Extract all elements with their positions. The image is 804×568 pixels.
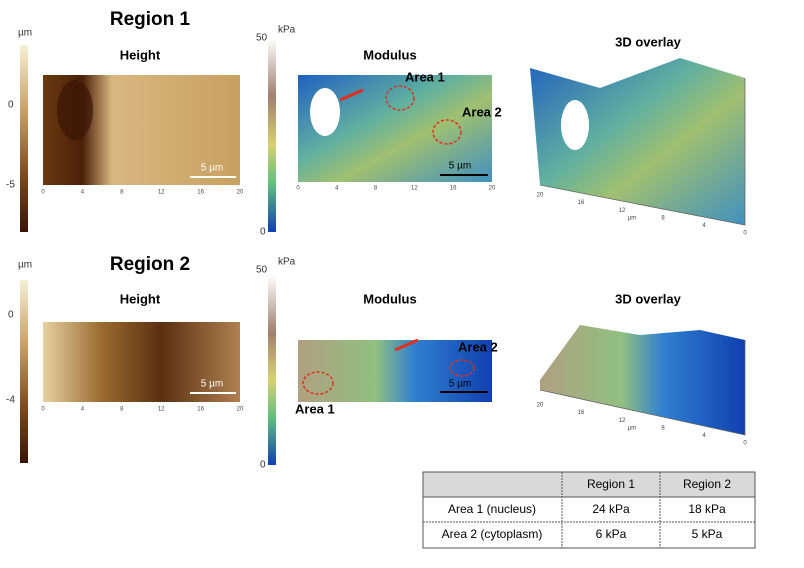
overlay-void <box>561 100 589 150</box>
axis-tick-label: 8 <box>120 407 124 413</box>
region-2: Region 2 µm 0 -4 Height 5 µm 0 4 8 12 16 20 k… <box>6 254 747 471</box>
axis-tick-label: 0 <box>41 190 45 196</box>
modulus-colorbar <box>268 275 276 465</box>
colorbar-tick: -4 <box>6 395 15 406</box>
axis-tick-label: 16 <box>197 190 204 196</box>
axis-tick-label: 16 <box>578 410 585 416</box>
axis-tick-label: 0 <box>743 441 747 447</box>
table-header: Region 1 <box>587 477 635 491</box>
colorbar-unit: kPa <box>278 25 296 36</box>
area-label: Area 1 <box>295 401 335 416</box>
overlay-axis <box>539 340 746 436</box>
arrow <box>394 338 419 352</box>
panel-title: Height <box>120 291 161 306</box>
table <box>422 471 756 549</box>
axis-tick-label: 4 <box>335 186 339 192</box>
axis-tick-label: 0 <box>41 407 45 413</box>
overlay-axis-label: µm <box>628 216 636 222</box>
overlay-surface <box>540 325 745 435</box>
axis-tick-label: 8 <box>661 215 665 221</box>
height-axis: 0 4 8 12 16 20 <box>41 190 244 196</box>
scale-bar-label: 5 µm <box>201 163 223 174</box>
axis-tick-label: 12 <box>411 186 418 192</box>
table-row-label: Area 1 (nucleus) <box>448 502 536 516</box>
scale-bar-label: 5 µm <box>449 161 471 172</box>
colorbar-tick: 50 <box>256 33 268 44</box>
axis-tick-label: 8 <box>661 425 665 431</box>
axis-tick-label: 20 <box>237 407 244 413</box>
table-cell: 18 kPa <box>688 502 726 516</box>
panel-title: Height <box>120 47 161 62</box>
table-header: Region 2 <box>683 477 731 491</box>
height-axis: 0 4 8 12 16 20 <box>41 407 244 413</box>
modulus-void <box>310 88 340 136</box>
axis-tick-label: 20 <box>237 190 244 196</box>
modulus-colorbar <box>268 38 276 232</box>
arrow <box>339 88 364 102</box>
height-feature <box>57 80 93 140</box>
overlay-axis <box>539 78 746 226</box>
area-circle <box>449 359 475 377</box>
axis-tick-label: 0 <box>743 231 747 237</box>
area-circle <box>432 119 462 145</box>
overlay-surface <box>530 58 745 225</box>
overlay-axis-ticks: 20 16 12 8 4 0 <box>537 403 748 447</box>
axis-tick-label: 16 <box>197 407 204 413</box>
area-label: Area 2 <box>458 339 498 354</box>
height-map <box>43 322 240 402</box>
modulus-axis: 0 4 8 12 16 20 <box>296 186 496 192</box>
region-title: Region 1 <box>110 9 191 30</box>
axis-tick-label: 4 <box>81 407 85 413</box>
axis-tick-label: 0 <box>296 186 300 192</box>
axis-tick-label: 12 <box>619 418 626 424</box>
axis-tick-label: 4 <box>702 223 706 229</box>
axis-tick-label: 20 <box>537 403 544 409</box>
table-row-label: Area 2 (cytoplasm) <box>442 527 543 541</box>
table-cell: 5 kPa <box>692 527 723 541</box>
overlay-axis-ticks: 20 16 12 8 4 0 <box>537 193 748 237</box>
axis-tick-label: 20 <box>537 193 544 199</box>
scale-bar-label: 5 µm <box>449 379 471 390</box>
overlay-axis-label: µm <box>628 426 636 432</box>
height-colorbar <box>20 45 28 232</box>
colorbar-tick: 0 <box>8 310 14 321</box>
scale-bar-label: 5 µm <box>201 379 223 390</box>
axis-tick-label: 4 <box>81 190 85 196</box>
table-header-bg <box>423 472 755 497</box>
axis-tick-label: 8 <box>120 190 124 196</box>
axis-tick-label: 16 <box>578 200 585 206</box>
colorbar-unit: µm <box>18 260 32 271</box>
panel-title: 3D overlay <box>615 34 682 49</box>
height-colorbar <box>20 280 28 463</box>
panel-title: 3D overlay <box>615 291 682 306</box>
axis-tick-label: 12 <box>619 208 626 214</box>
colorbar-tick: 0 <box>8 100 14 111</box>
colorbar-tick: 0 <box>260 460 266 471</box>
table-border <box>422 471 756 549</box>
colorbar-tick: 50 <box>256 265 268 276</box>
table-cell: 6 kPa <box>596 527 627 541</box>
region-title: Region 2 <box>110 254 190 275</box>
axis-tick-label: 20 <box>489 186 496 192</box>
table-cell: 24 kPa <box>592 502 630 516</box>
area-circle <box>385 85 415 111</box>
area-circle <box>302 371 334 395</box>
axis-tick-label: 16 <box>450 186 457 192</box>
panel-title: Modulus <box>363 47 416 62</box>
colorbar-unit: kPa <box>278 257 296 268</box>
region-1: Region 1 µm 0 -5 Height 5 µm 0 4 8 12 16 20 k… <box>6 9 747 238</box>
axis-tick-label: 12 <box>158 407 165 413</box>
colorbar-unit: µm <box>18 28 32 39</box>
area-label: Area 2 <box>462 104 502 119</box>
panel-title: Modulus <box>363 291 416 306</box>
colorbar-tick: 0 <box>260 227 266 238</box>
axis-tick-label: 8 <box>374 186 378 192</box>
axis-tick-label: 12 <box>158 190 165 196</box>
area-label: Area 1 <box>405 69 445 84</box>
axis-tick-label: 4 <box>702 433 706 439</box>
colorbar-tick: -5 <box>6 180 15 191</box>
